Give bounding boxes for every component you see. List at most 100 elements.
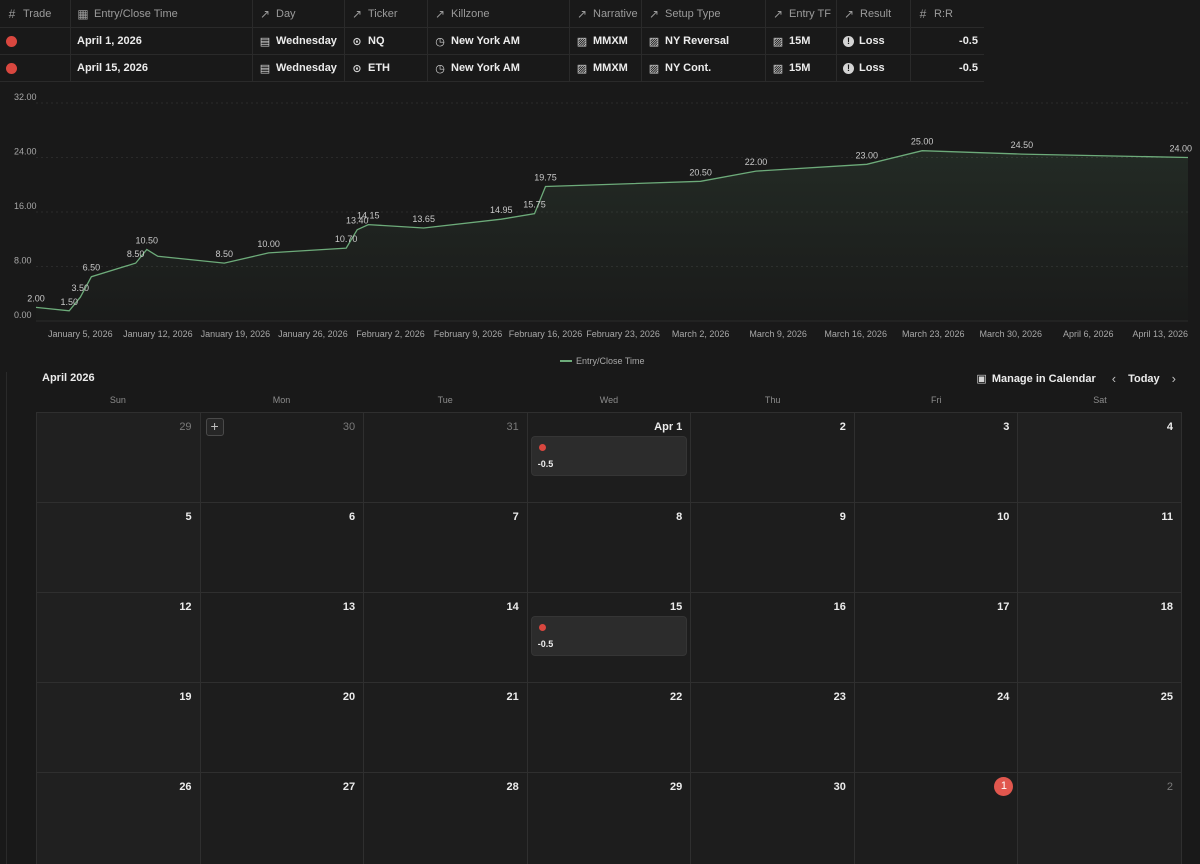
day-number: 22 — [670, 691, 683, 703]
calendar-day[interactable]: 30 + — [200, 413, 365, 503]
calendar-day[interactable]: 29 — [37, 413, 201, 503]
calendar-day[interactable]: 21 — [364, 683, 528, 773]
table-row[interactable]: April 1, 2026 ▤ Wednesday ⊙ NQ ◷ New York A… — [0, 28, 984, 55]
calendar-page-icon: ▤ — [259, 62, 271, 75]
table-row[interactable]: April 15, 2026 ▤ Wednesday ⊙ ETH ◷ New York… — [0, 55, 984, 82]
header-day[interactable]: ↗ Day — [253, 0, 345, 27]
calendar-day[interactable]: 8 — [527, 503, 692, 593]
day-number: 21 — [506, 691, 519, 703]
calendar-day[interactable]: 23 — [691, 683, 855, 773]
calendar-day[interactable]: 20 — [200, 683, 365, 773]
calendar-day[interactable]: 25 — [1018, 683, 1182, 773]
entry-close-time-cell[interactable]: April 1, 2026 — [71, 28, 253, 54]
day-number: 31 — [506, 421, 519, 433]
header-result[interactable]: ↗ Result — [837, 0, 911, 27]
calendar-day[interactable]: 22 — [527, 683, 692, 773]
day-number: 12 — [179, 601, 192, 613]
day-cell[interactable]: ▤ Wednesday — [253, 55, 345, 81]
chart-icon: ▨ — [576, 62, 588, 75]
calendar-grid: 29 30 +31 Apr 1 -0.5 2 3 4 5 6 7 8 9 10 11 12 13 14 15 -0.5… — [36, 412, 1182, 864]
header-entry-tf[interactable]: ↗ Entry TF — [766, 0, 837, 27]
relation-arrow-icon: ↗ — [259, 6, 271, 21]
entry-tf-cell[interactable]: ▨ 15M — [766, 55, 837, 81]
manage-in-calendar-button[interactable]: ▣ Manage in Calendar — [976, 372, 1096, 386]
entry-close-time-cell[interactable]: April 15, 2026 — [71, 55, 253, 81]
next-month-chevron-icon[interactable]: › — [1171, 371, 1176, 386]
setup-type-cell[interactable]: ▨ NY Reversal — [642, 28, 766, 54]
calendar-day[interactable]: 7 — [364, 503, 528, 593]
calendar-day[interactable]: 1 — [854, 773, 1019, 864]
day-number: 10 — [997, 511, 1010, 523]
calendar-day[interactable]: 18 — [1018, 593, 1182, 683]
setup-type-cell[interactable]: ▨ NY Cont. — [642, 55, 766, 81]
calendar-day[interactable]: 10 — [854, 503, 1019, 593]
calendar-event-card[interactable]: -0.5 — [530, 436, 688, 476]
calendar-day[interactable]: 9 — [691, 503, 855, 593]
rr-cell[interactable]: -0.5 — [959, 35, 978, 47]
calendar-day[interactable]: 27 — [200, 773, 365, 864]
calendar-day[interactable]: 16 — [691, 593, 855, 683]
calendar-day[interactable]: 29 — [527, 773, 692, 864]
killzone-cell[interactable]: ◷ New York AM — [428, 55, 570, 81]
x-tick-label: February 9, 2026 — [434, 329, 503, 339]
header-entry-close-time[interactable]: ▦ Entry/Close Time — [71, 0, 253, 27]
killzone-cell[interactable]: ◷ New York AM — [428, 28, 570, 54]
trade-cell[interactable] — [0, 28, 71, 54]
calendar-day[interactable]: 15 -0.5 — [527, 593, 692, 683]
header-ticker[interactable]: ↗ Ticker — [345, 0, 428, 27]
chart-canvas: 0.00 8.00 16.00 24.00 32.00 January 5, 2026 Ja… — [14, 92, 1192, 339]
calendar-day[interactable]: 28 — [364, 773, 528, 864]
calendar-day[interactable]: 4 — [1018, 413, 1182, 503]
day-number: 19 — [179, 691, 192, 703]
calendar-event-card[interactable]: -0.5 — [530, 616, 688, 656]
calendar-day[interactable]: 3 — [854, 413, 1019, 503]
calendar-day[interactable]: 26 — [37, 773, 201, 864]
calendar-day[interactable]: 17 — [854, 593, 1019, 683]
calendar-day[interactable]: 6 — [200, 503, 365, 593]
data-label: 1.50 — [60, 297, 78, 307]
ticker-cell[interactable]: ⊙ NQ — [345, 28, 428, 54]
clock-icon: ◷ — [435, 35, 445, 48]
calendar-toolbar: ▣ Manage in Calendar ‹ Today › — [972, 370, 1176, 387]
narrative-cell[interactable]: ▨ MMXM — [570, 28, 642, 54]
header-narrative[interactable]: ↗ Narrative — [570, 0, 642, 27]
weekday-label: Sun — [109, 395, 126, 405]
header-trade[interactable]: # Trade — [0, 0, 71, 27]
data-label: 8.50 — [216, 249, 234, 259]
header-rr[interactable]: # R:R — [911, 0, 984, 27]
day-cell[interactable]: ▤ Wednesday — [253, 28, 345, 54]
x-tick-label: February 23, 2026 — [586, 329, 660, 339]
calendar-day[interactable]: 12 — [37, 593, 201, 683]
narrative-cell[interactable]: ▨ MMXM — [570, 55, 642, 81]
calendar-day[interactable]: 24 — [854, 683, 1019, 773]
calendar-day[interactable]: 2 — [1018, 773, 1182, 864]
result-cell[interactable]: ! Loss — [837, 28, 911, 54]
header-killzone[interactable]: ↗ Killzone — [428, 0, 570, 27]
trade-cell[interactable] — [0, 55, 71, 81]
calendar-day[interactable]: 19 — [37, 683, 201, 773]
weekday-label: Mon — [272, 395, 291, 405]
day-number: 29 — [670, 781, 683, 793]
weekday-label: Wed — [599, 395, 619, 405]
data-label: 2.00 — [27, 293, 45, 303]
calendar-day[interactable]: 13 — [200, 593, 365, 683]
calendar-day[interactable]: 30 — [691, 773, 855, 864]
calendar-day[interactable]: 31 — [364, 413, 528, 503]
ticker-cell[interactable]: ⊙ ETH — [345, 55, 428, 81]
x-tick-label: March 30, 2026 — [979, 329, 1042, 339]
add-event-button[interactable]: + — [205, 418, 224, 436]
data-label: 14.15 — [357, 211, 380, 221]
prev-month-chevron-icon[interactable]: ‹ — [1111, 371, 1117, 386]
legend-swatch — [560, 360, 572, 362]
rr-cell[interactable]: -0.5 — [959, 62, 978, 74]
calendar-day[interactable]: 2 — [691, 413, 855, 503]
header-setup-type[interactable]: ↗ Setup Type — [642, 0, 766, 27]
calendar-day[interactable]: 11 — [1018, 503, 1182, 593]
result-cell[interactable]: ! Loss — [837, 55, 911, 81]
entry-tf-cell[interactable]: ▨ 15M — [766, 28, 837, 54]
calendar-day[interactable]: Apr 1 -0.5 — [527, 413, 692, 503]
chart-legend[interactable]: Entry/Close Time — [560, 356, 645, 366]
calendar-day[interactable]: 5 — [37, 503, 201, 593]
today-button[interactable]: Today — [1128, 372, 1160, 385]
calendar-day[interactable]: 14 — [364, 593, 528, 683]
